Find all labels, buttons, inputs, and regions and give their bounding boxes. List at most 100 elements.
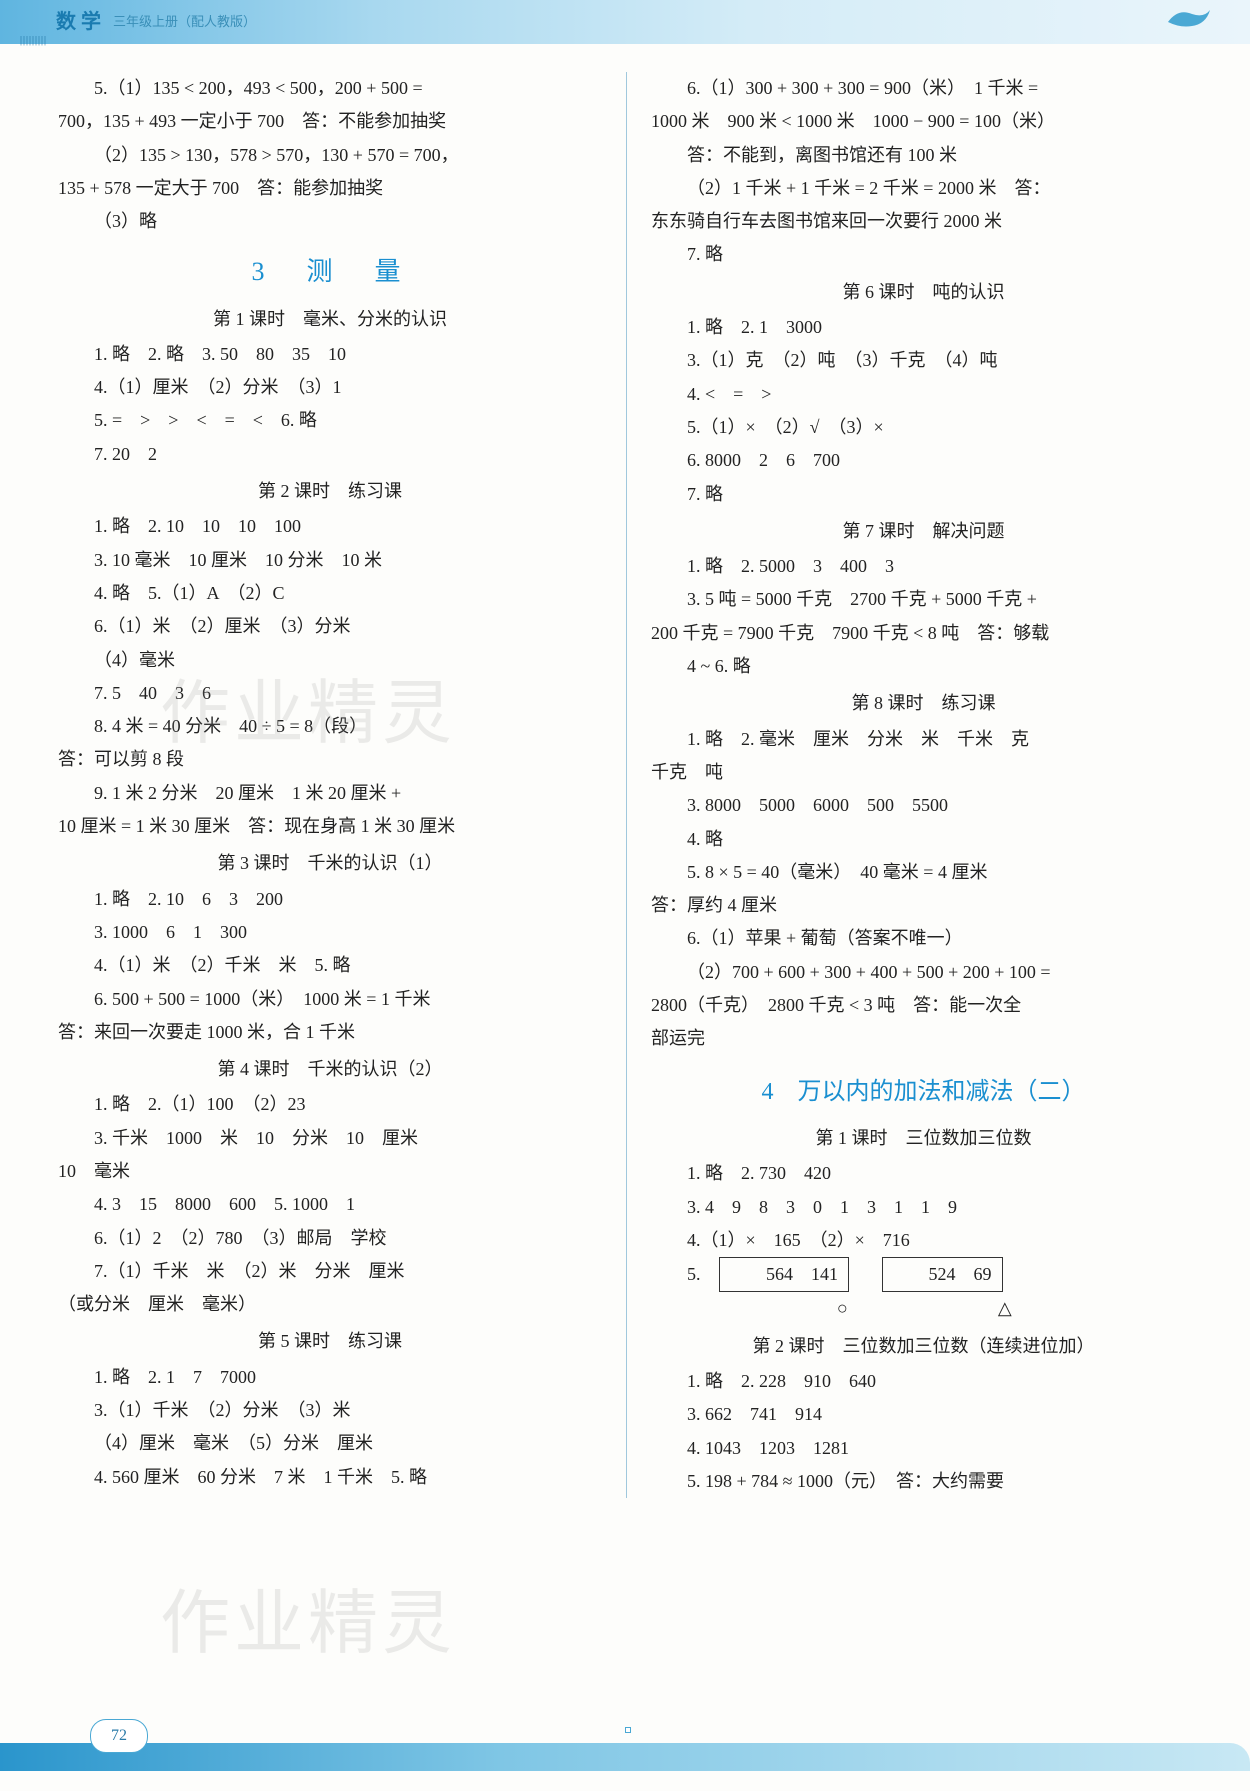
text-line: （4）厘米 毫米 （5）分米 厘米 bbox=[58, 1427, 602, 1460]
text-line: 4. 3 15 8000 600 5. 1000 1 bbox=[58, 1188, 602, 1221]
text-line: 4.（1）× 165 （2）× 716 bbox=[651, 1224, 1196, 1257]
text-line: 1. 略 2.（1）100 （2）23 bbox=[58, 1088, 602, 1121]
text-line: 东东骑自行车去图书馆来回一次要行 2000 米 bbox=[651, 205, 1196, 238]
text-line: 答：来回一次要走 1000 米，合 1 千米 bbox=[58, 1016, 602, 1049]
header-ticks: ||||||||| bbox=[20, 32, 47, 51]
text-line: 9. 1 米 2 分米 20 厘米 1 米 20 厘米 + bbox=[58, 777, 602, 810]
page: ||||||||| 数 学 三年级上册（配人教版） 5.（1）135 < 200… bbox=[0, 0, 1250, 1791]
text-line: 3. 10 毫米 10 厘米 10 分米 10 米 bbox=[58, 544, 602, 577]
text-line: 6.（1）2 （2）780 （3）邮局 学校 bbox=[58, 1222, 602, 1255]
footer-bar bbox=[0, 1743, 1250, 1771]
text-line: 4. < = > bbox=[651, 378, 1196, 411]
right-column: 6.（1）300 + 300 + 300 = 900（米） 1 千米 = 100… bbox=[627, 72, 1210, 1498]
text-line: 4. 560 厘米 60 分米 7 米 1 千米 5. 略 bbox=[58, 1461, 602, 1494]
text-line: 4. 略 5.（1）A （2）C bbox=[58, 577, 602, 610]
text-line: 3. 千米 1000 米 10 分米 10 厘米 bbox=[58, 1122, 602, 1155]
text-line: 7. 略 bbox=[651, 238, 1196, 271]
section-title-3: 3 测 量 bbox=[58, 248, 602, 296]
text-line: 6.（1）300 + 300 + 300 = 900（米） 1 千米 = bbox=[651, 72, 1196, 105]
text-line: 1. 略 2. 10 6 3 200 bbox=[58, 883, 602, 916]
text-line: 5.（1）× （2）√ （3）× bbox=[651, 411, 1196, 444]
text-line: 135 + 578 一定大于 700 答：能参加抽奖 bbox=[58, 172, 602, 205]
text-line: 3.（1）千米 （2）分米 （3）米 bbox=[58, 1394, 602, 1427]
text-line: 1. 略 2. 1 7 7000 bbox=[58, 1361, 602, 1394]
header-sub: 三年级上册（配人教版） bbox=[113, 10, 256, 34]
text-line: 5. 198 + 784 ≈ 1000（元） 答：大约需要 bbox=[651, 1465, 1196, 1498]
text-line: 1. 略 2. 10 10 10 100 bbox=[58, 510, 602, 543]
text-line: 5. 8 × 5 = 40（毫米） 40 毫米 = 4 厘米 bbox=[651, 856, 1196, 889]
header-bar: ||||||||| 数 学 三年级上册（配人教版） bbox=[0, 0, 1250, 44]
answer-box-row: 5. 564 141 524 69 bbox=[651, 1257, 1196, 1292]
triangle-symbol: △ bbox=[940, 1292, 1070, 1325]
text-line: 1000 米 900 米 < 1000 米 1000 − 900 = 100（米… bbox=[651, 105, 1196, 138]
text-line: 5. = > > < = < 6. 略 bbox=[58, 404, 602, 437]
lesson-heading: 第 1 课时 毫米、分米的认识 bbox=[58, 303, 602, 336]
lesson-heading: 第 8 课时 练习课 bbox=[651, 687, 1196, 720]
text-line: 答：可以剪 8 段 bbox=[58, 743, 602, 776]
lesson-heading: 第 1 课时 三位数加三位数 bbox=[651, 1122, 1196, 1155]
text-line: 4.（1）厘米 （2）分米 （3）1 bbox=[58, 371, 602, 404]
lesson-heading: 第 3 课时 千米的认识（1） bbox=[58, 847, 602, 880]
text-line: 4. 1043 1203 1281 bbox=[651, 1432, 1196, 1465]
text-line: （3）略 bbox=[58, 205, 602, 238]
text-line: 7. 5 40 3 6 bbox=[58, 677, 602, 710]
text-line: 4. 略 bbox=[651, 823, 1196, 856]
text-line: 5.（1）135 < 200，493 < 500，200 + 500 = bbox=[58, 72, 602, 105]
text-line: 200 千克 = 7900 千克 7900 千克 < 8 吨 答：够载 bbox=[651, 617, 1196, 650]
header-subject: 数 学 bbox=[56, 4, 101, 41]
text-line: （2）700 + 600 + 300 + 400 + 500 + 200 + 1… bbox=[651, 956, 1196, 989]
text-line: 2800（千克） 2800 千克 < 3 吨 答：能一次全 bbox=[651, 989, 1196, 1022]
text-line: 1. 略 2. 略 3. 50 80 35 10 bbox=[58, 338, 602, 371]
text-line: 6. 500 + 500 = 1000（米） 1000 米 = 1 千米 bbox=[58, 983, 602, 1016]
text-line: 1. 略 2. 5000 3 400 3 bbox=[651, 550, 1196, 583]
text-line: 答：厚约 4 厘米 bbox=[651, 889, 1196, 922]
content-area: 5.（1）135 < 200，493 < 500，200 + 500 = 700… bbox=[0, 44, 1250, 1518]
text-line: 10 毫米 bbox=[58, 1155, 602, 1188]
text-line: 部运完 bbox=[651, 1022, 1196, 1055]
text-line: 3.（1）克 （2）吨 （3）千克 （4）吨 bbox=[651, 344, 1196, 377]
lesson-heading: 第 2 课时 三位数加三位数（连续进位加） bbox=[651, 1330, 1196, 1363]
text-line: 6. 8000 2 6 700 bbox=[651, 444, 1196, 477]
text-line: 答：不能到，离图书馆还有 100 米 bbox=[651, 139, 1196, 172]
text-line: 6.（1）苹果 + 葡萄（答案不唯一） bbox=[651, 922, 1196, 955]
text-line: 4 ~ 6. 略 bbox=[651, 650, 1196, 683]
lesson-heading: 第 4 课时 千米的认识（2） bbox=[58, 1053, 602, 1086]
text-line: 3. 5 吨 = 5000 千克 2700 千克 + 5000 千克 + bbox=[651, 583, 1196, 616]
text-line: （4）毫米 bbox=[58, 644, 602, 677]
text-line: 千克 吨 bbox=[651, 756, 1196, 789]
text-line: 1. 略 2. 730 420 bbox=[651, 1157, 1196, 1190]
page-number: 72 bbox=[90, 1719, 148, 1753]
text-line: 3. 1000 6 1 300 bbox=[58, 916, 602, 949]
text-line: 7. 略 bbox=[651, 478, 1196, 511]
text-line: 7.（1）千米 米 （2）米 分米 厘米 bbox=[58, 1255, 602, 1288]
symbol-row: ○ △ bbox=[651, 1292, 1196, 1325]
text-line: 3. 662 741 914 bbox=[651, 1398, 1196, 1431]
text-line: 4.（1）米 （2）千米 米 5. 略 bbox=[58, 949, 602, 982]
text-line: 1. 略 2. 毫米 厘米 分米 米 千米 克 bbox=[651, 723, 1196, 756]
text-line: 3. 4 9 8 3 0 1 3 1 1 9 bbox=[651, 1191, 1196, 1224]
footer: 72 bbox=[0, 1731, 1250, 1771]
lesson-heading: 第 6 课时 吨的认识 bbox=[651, 276, 1196, 309]
lesson-heading: 第 7 课时 解决问题 bbox=[651, 515, 1196, 548]
text-line: 3. 8000 5000 6000 500 5500 bbox=[651, 789, 1196, 822]
lesson-heading: 第 5 课时 练习课 bbox=[58, 1325, 602, 1358]
text-line: （2）1 千米 + 1 千米 = 2 千米 = 2000 米 答： bbox=[651, 172, 1196, 205]
text-line: 6.（1）米 （2）厘米 （3）分米 bbox=[58, 610, 602, 643]
watermark: 作业精灵 bbox=[160, 1560, 456, 1690]
text-line: （2）135 > 130，578 > 570，130 + 570 = 700， bbox=[58, 139, 602, 172]
item-number: 5. bbox=[687, 1264, 701, 1284]
left-column: 5.（1）135 < 200，493 < 500，200 + 500 = 700… bbox=[44, 72, 627, 1498]
text-line: 700，135 + 493 一定小于 700 答：不能参加抽奖 bbox=[58, 105, 602, 138]
text-line: （或分米 厘米 毫米） bbox=[58, 1288, 602, 1321]
text-line: 1. 略 2. 228 910 640 bbox=[651, 1365, 1196, 1398]
text-line: 7. 20 2 bbox=[58, 438, 602, 471]
circle-symbol: ○ bbox=[777, 1292, 907, 1325]
text-line: 10 厘米 = 1 米 30 厘米 答：现在身高 1 米 30 厘米 bbox=[58, 810, 602, 843]
text-line: 1. 略 2. 1 3000 bbox=[651, 311, 1196, 344]
bird-icon bbox=[1164, 4, 1212, 36]
answer-box: 524 69 bbox=[882, 1257, 1003, 1292]
answer-box: 564 141 bbox=[719, 1257, 849, 1292]
text-line: 8. 4 米 = 40 分米 40 ÷ 5 = 8（段） bbox=[58, 710, 602, 743]
lesson-heading: 第 2 课时 练习课 bbox=[58, 475, 602, 508]
section-title-4: 4 万以内的加法和减法（二） bbox=[651, 1070, 1196, 1114]
